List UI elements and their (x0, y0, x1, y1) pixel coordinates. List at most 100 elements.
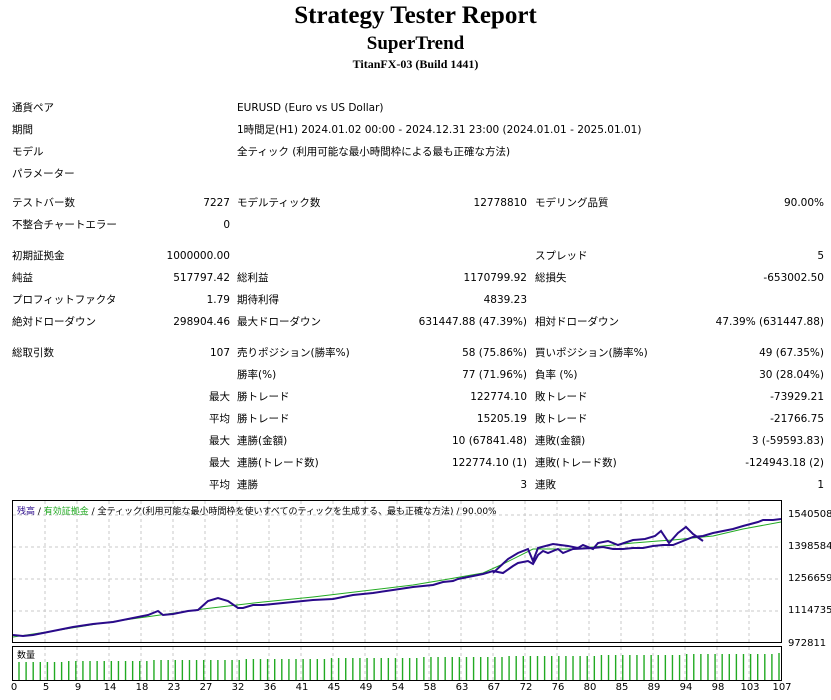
consec-win-money-value: 10 (67841.48) (452, 435, 527, 447)
y-tick: 972811 (788, 638, 827, 649)
server-build: TitanFX-03 (Build 1441) (352, 57, 479, 71)
avg-win-label: 勝トレード (237, 413, 290, 425)
max-prefix: 最大 (209, 391, 230, 403)
period-value: 1時間足(H1) 2024.01.02 00:00 - 2024.12.31 2… (237, 124, 642, 136)
consec-win-count-value: 122774.10 (1) (452, 457, 527, 469)
errors-label: 不整合チャートエラー (12, 219, 117, 231)
x-tick: 76 (551, 682, 565, 693)
x-tick: 89 (647, 682, 661, 693)
volume-panel: 数量 (12, 646, 782, 681)
largest-win-value: 122774.10 (470, 391, 527, 403)
max-drawdown-label: 最大ドローダウン (237, 316, 321, 328)
win-rate-value: 77 (71.96%) (462, 369, 527, 381)
consec-loss-money-value: 3 (-59593.83) (751, 435, 824, 447)
avg-consec-loss-value: 1 (817, 479, 824, 491)
net-profit-label: 純益 (12, 272, 33, 284)
x-tick: 94 (679, 682, 693, 693)
x-tick: 72 (519, 682, 533, 693)
x-tick: 23 (167, 682, 181, 693)
spread-value: 5 (817, 250, 824, 262)
symbol-value: EURUSD (Euro vs US Dollar) (237, 102, 384, 114)
legend-model: 全ティック(利用可能な最小時間枠を使いすべてのティックを生成する、最も正確な方法… (97, 507, 454, 517)
x-tick: 32 (231, 682, 245, 693)
ticks-value: 12778810 (473, 197, 527, 209)
abs-drawdown-value: 298904.46 (173, 316, 230, 328)
x-tick: 9 (74, 682, 82, 693)
period-label: 期間 (12, 124, 33, 136)
long-positions-label: 買いポジション(勝率%) (535, 347, 648, 359)
expected-payoff-value: 4839.23 (483, 294, 527, 306)
gross-loss-label: 総損失 (535, 272, 567, 284)
avg-consec-win-value: 3 (520, 479, 527, 491)
params-label: パラメーター (12, 168, 75, 180)
gross-profit-value: 1170799.92 (463, 272, 527, 284)
x-tick: 98 (711, 682, 725, 693)
consec-loss-money-label: 連敗(金額) (535, 435, 586, 447)
long-positions-value: 49 (67.35%) (759, 347, 824, 359)
volume-bars (18, 647, 780, 680)
x-tick: 0 (10, 682, 18, 693)
largest-loss-value: -73929.21 (770, 391, 824, 403)
net-profit-value: 517797.42 (173, 272, 230, 284)
legend-equity: 有効証拠金 (43, 507, 89, 517)
spread-label: スプレッド (535, 250, 588, 262)
consec-win-count-label: 連勝(トレード数) (237, 457, 319, 469)
balance-equity-chart: 残高 / 有効証拠金 / 全ティック(利用可能な最小時間枠を使いすべてのティック… (12, 500, 782, 643)
avg-consec-win-label: 連勝 (237, 479, 258, 491)
model-value: 全ティック (利用可能な最小時間枠による最も正確な方法) (237, 146, 511, 158)
short-positions-value: 58 (75.86%) (462, 347, 527, 359)
rel-drawdown-value: 47.39% (631447.88) (715, 316, 824, 328)
x-tick: 85 (615, 682, 629, 693)
deposit-value: 1000000.00 (166, 250, 230, 262)
errors-value: 0 (223, 219, 230, 231)
volume-label: 数量 (17, 651, 36, 661)
bars-label: テストバー数 (12, 197, 75, 209)
profit-factor-value: 1.79 (206, 294, 230, 306)
x-tick: 63 (455, 682, 469, 693)
avg-consec-loss-label: 連敗 (535, 479, 556, 491)
x-tick: 107 (772, 682, 792, 693)
chart-legend: 残高 / 有効証拠金 / 全ティック(利用可能な最小時間枠を使いすべてのティック… (17, 507, 497, 517)
y-tick: 1256659 (788, 573, 831, 584)
quality-value: 90.00% (783, 197, 824, 209)
avg-win-value: 15205.19 (476, 413, 527, 425)
x-tick: 41 (295, 682, 309, 693)
gross-profit-label: 総利益 (237, 272, 269, 284)
bars-value: 7227 (203, 197, 230, 209)
short-positions-label: 売りポジション(勝率%) (237, 347, 350, 359)
avg-loss-label: 敗トレード (535, 413, 588, 425)
loss-rate-label: 負率 (%) (535, 369, 578, 381)
y-tick: 1114735 (788, 605, 831, 616)
x-tick: 45 (327, 682, 341, 693)
largest-loss-label: 敗トレード (535, 391, 588, 403)
report-title: Strategy Tester Report (294, 2, 537, 29)
gross-loss-value: -653002.50 (763, 272, 824, 284)
win-rate-label: 勝率(%) (237, 369, 277, 381)
symbol-label: 通貨ペア (12, 102, 54, 114)
loss-rate-value: 30 (28.04%) (759, 369, 824, 381)
chart-plot (13, 501, 781, 642)
x-tick: 18 (135, 682, 149, 693)
y-tick: 1398584 (788, 541, 831, 552)
y-tick: 1540508 (788, 509, 831, 520)
max-drawdown-value: 631447.88 (47.39%) (418, 316, 527, 328)
ticks-label: モデルティック数 (237, 197, 321, 209)
ea-name: SuperTrend (366, 33, 465, 54)
consec-win-money-label: 連勝(金額) (237, 435, 288, 447)
profit-factor-label: プロフィットファクタ (12, 294, 117, 306)
max-prefix: 最大 (209, 457, 230, 469)
x-tick: 5 (42, 682, 50, 693)
avg-prefix: 平均 (209, 413, 230, 425)
legend-quality: 90.00% (462, 507, 497, 517)
largest-win-label: 勝トレード (237, 391, 290, 403)
quality-label: モデリング品質 (535, 197, 609, 209)
consec-loss-count-label: 連敗(トレード数) (535, 457, 617, 469)
x-tick: 36 (263, 682, 277, 693)
x-tick: 27 (199, 682, 213, 693)
x-tick: 49 (359, 682, 373, 693)
rel-drawdown-label: 相対ドローダウン (535, 316, 619, 328)
x-tick: 67 (487, 682, 501, 693)
max-prefix: 最大 (209, 435, 230, 447)
x-tick: 58 (423, 682, 437, 693)
expected-payoff-label: 期待利得 (237, 294, 279, 306)
